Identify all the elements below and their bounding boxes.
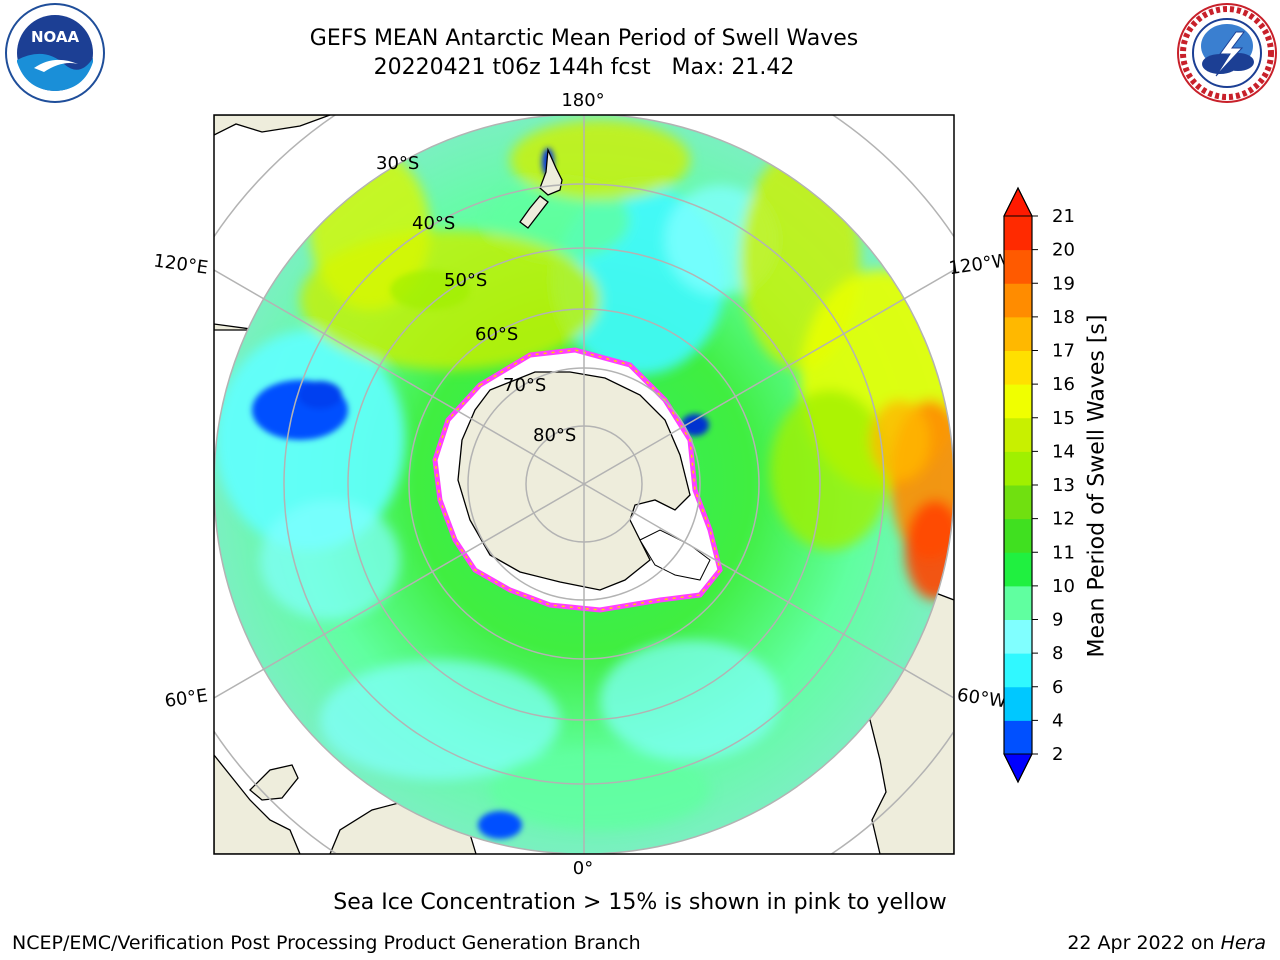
lat-label-80s: 80°S — [533, 425, 576, 446]
colorbar-bin — [1004, 451, 1032, 486]
colorbar-bin — [1004, 216, 1032, 251]
lat-label-30s: 30°S — [376, 153, 419, 174]
chart-subtitle: 20220421 t06z 144h fcst Max: 21.42 — [373, 55, 795, 80]
lon-label-180: 180° — [561, 90, 604, 111]
date-line: 22 Apr 2022 on Hera — [1067, 932, 1266, 954]
colorbar-tick-label: 13 — [1052, 475, 1075, 496]
colorbar-tick-label: 10 — [1052, 576, 1075, 597]
graticule — [214, 115, 954, 854]
colorbar-bin — [1004, 249, 1032, 284]
lat-label-40s: 40°S — [412, 213, 455, 234]
colorbar-bin — [1004, 384, 1032, 419]
noaa-logo: NOAA — [5, 3, 105, 103]
colorbar-tick-label: 4 — [1052, 710, 1063, 731]
machine-name: Hera — [1220, 932, 1266, 954]
colorbar-tick-label: 9 — [1052, 610, 1063, 631]
colorbar: 2 4 6 8 9 10 11 12 13 14 15 16 17 18 19 20 21 — [1003, 186, 1075, 784]
credit-line: NCEP/EMC/Verification Post Processing Pr… — [12, 932, 641, 954]
colorbar-bin — [1004, 653, 1032, 688]
colorbar-tick-label: 15 — [1052, 408, 1075, 429]
lon-label-0: 0° — [573, 858, 593, 879]
colorbar-bin — [1004, 619, 1032, 654]
colorbar-bin — [1004, 552, 1032, 587]
colorbar-tick-label: 12 — [1052, 509, 1075, 530]
colorbar-bin — [1004, 518, 1032, 553]
lat-label-70s: 70°S — [503, 375, 546, 396]
lat-label-50s: 50°S — [444, 270, 487, 291]
lon-label-120w: 120°W — [947, 250, 1011, 279]
lon-label-60w: 60°W — [956, 685, 1008, 713]
lat-label-60s: 60°S — [475, 324, 518, 345]
swell-shading — [215, 120, 954, 830]
colorbar-under-arrow — [1003, 753, 1033, 784]
map-frame: 30°S 40°S 50°S 60°S 70°S 80°S — [214, 115, 954, 854]
colorbar-tick-label: 21 — [1052, 206, 1075, 227]
colorbar-bin — [1004, 585, 1032, 620]
colorbar-bin — [1004, 350, 1032, 385]
chart-title: GEFS MEAN Antarctic Mean Period of Swell… — [309, 26, 859, 51]
colorbar-bin — [1004, 417, 1032, 452]
noaa-logo-text: NOAA — [31, 28, 80, 46]
colorbar-tick-label: 14 — [1052, 441, 1075, 462]
colorbar-tick-label: 18 — [1052, 307, 1075, 328]
colorbar-tick-label: 16 — [1052, 374, 1075, 395]
colorbar-bin — [1004, 283, 1032, 318]
colorbar-bin — [1004, 316, 1032, 351]
colorbar-tick-label: 8 — [1052, 643, 1063, 664]
date-text: 22 Apr 2022 on — [1067, 932, 1221, 954]
lon-label-60e: 60°E — [163, 685, 209, 712]
colorbar-bin — [1004, 485, 1032, 520]
nws-logo — [1177, 3, 1277, 103]
colorbar-tick-label: 19 — [1052, 273, 1075, 294]
colorbar-bin — [1004, 720, 1032, 755]
colorbar-bin — [1004, 686, 1032, 721]
colorbar-tick-label: 20 — [1052, 240, 1075, 261]
colorbar-label: Mean Period of Swell Waves [s] — [1084, 314, 1110, 658]
lon-label-120e: 120°E — [152, 250, 209, 278]
colorbar-tick-label: 17 — [1052, 341, 1075, 362]
land-new-zealand — [519, 147, 563, 229]
low-period-patches — [252, 148, 709, 839]
colorbar-over-arrow — [1003, 186, 1033, 217]
colorbar-tick-label: 11 — [1052, 542, 1075, 563]
sea-ice-note: Sea Ice Concentration > 15% is shown in … — [333, 890, 947, 915]
colorbar-tick-label: 2 — [1052, 744, 1063, 765]
colorbar-tick-label: 6 — [1052, 677, 1063, 698]
map-border — [213, 114, 955, 855]
land-antarctica — [457, 371, 691, 591]
